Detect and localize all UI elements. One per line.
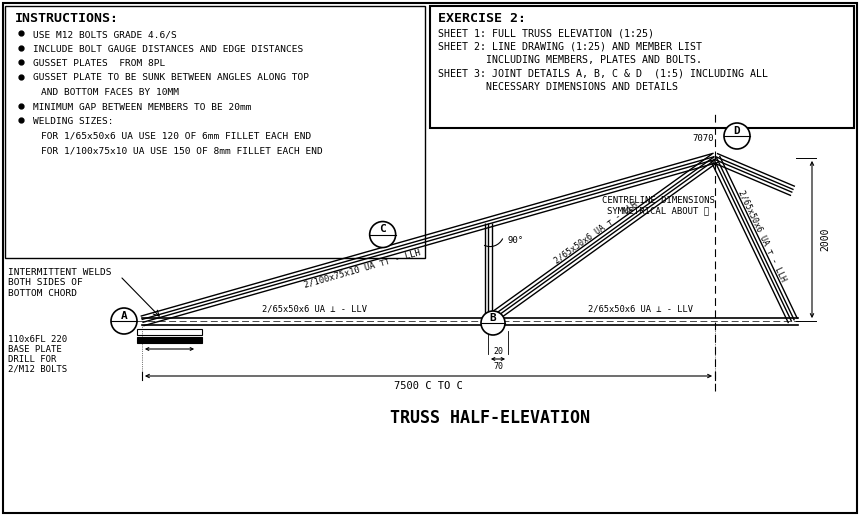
Circle shape <box>724 123 750 149</box>
Text: TRUSS HALF-ELEVATION: TRUSS HALF-ELEVATION <box>390 409 590 427</box>
Text: WELDING SIZES:: WELDING SIZES: <box>33 117 114 126</box>
Text: USE M12 BOLTS GRADE 4.6/S: USE M12 BOLTS GRADE 4.6/S <box>33 30 177 39</box>
Text: 20: 20 <box>493 347 503 356</box>
Text: 2/65x50x6 UA ⊤ - LLH: 2/65x50x6 UA ⊤ - LLH <box>553 199 640 265</box>
Text: 2/65x50x6 UA ⊥ - LLV: 2/65x50x6 UA ⊥ - LLV <box>262 304 367 313</box>
Circle shape <box>370 221 396 248</box>
Text: 90°: 90° <box>508 236 524 245</box>
Text: BASE PLATE: BASE PLATE <box>8 345 62 354</box>
Text: INCLUDE BOLT GAUGE DISTANCES AND EDGE DISTANCES: INCLUDE BOLT GAUGE DISTANCES AND EDGE DI… <box>33 44 304 54</box>
Circle shape <box>111 308 137 334</box>
Text: AND BOTTOM FACES BY 10MM: AND BOTTOM FACES BY 10MM <box>41 88 179 97</box>
Text: MINIMUM GAP BETWEEN MEMBERS TO BE 20mm: MINIMUM GAP BETWEEN MEMBERS TO BE 20mm <box>33 103 251 111</box>
Text: C: C <box>379 224 386 234</box>
Text: 55: 55 <box>163 337 175 346</box>
Bar <box>137 329 202 335</box>
Bar <box>5 6 425 258</box>
Text: SHEET 1: FULL TRUSS ELEVATION (1:25): SHEET 1: FULL TRUSS ELEVATION (1:25) <box>438 28 654 38</box>
Text: 2/100x75x10 UA ⊤⊤ - LLH: 2/100x75x10 UA ⊤⊤ - LLH <box>304 248 421 289</box>
Text: SHEET 2: LINE DRAWING (1:25) AND MEMBER LIST: SHEET 2: LINE DRAWING (1:25) AND MEMBER … <box>438 41 702 52</box>
Text: B: B <box>489 313 496 323</box>
Text: CENTRELINE DIMENSIONS
SYMMETRICAL ABOUT ℄: CENTRELINE DIMENSIONS SYMMETRICAL ABOUT … <box>601 196 715 216</box>
Text: INTERMITTENT WELDS
BOTH SIDES OF
BOTTOM CHORD: INTERMITTENT WELDS BOTH SIDES OF BOTTOM … <box>8 268 112 298</box>
Text: 2000: 2000 <box>820 228 830 251</box>
Bar <box>430 6 854 128</box>
Circle shape <box>481 311 505 335</box>
Text: EXERCISE 2:: EXERCISE 2: <box>438 12 526 25</box>
Text: SHEET 3: JOINT DETAILS A, B, C & D  (1:5) INCLUDING ALL: SHEET 3: JOINT DETAILS A, B, C & D (1:5)… <box>438 69 768 78</box>
Text: 2/M12 BOLTS: 2/M12 BOLTS <box>8 365 67 374</box>
Text: 7500 C TO C: 7500 C TO C <box>394 381 463 391</box>
Text: GUSSET PLATES  FROM 8PL: GUSSET PLATES FROM 8PL <box>33 59 165 68</box>
Text: GUSSET PLATE TO BE SUNK BETWEEN ANGLES ALONG TOP: GUSSET PLATE TO BE SUNK BETWEEN ANGLES A… <box>33 73 309 83</box>
Text: INSTRUCTIONS:: INSTRUCTIONS: <box>15 12 119 25</box>
Text: 70: 70 <box>493 362 503 371</box>
Text: FOR 1/65x50x6 UA USE 120 OF 6mm FILLET EACH END: FOR 1/65x50x6 UA USE 120 OF 6mm FILLET E… <box>41 132 311 140</box>
Text: A: A <box>120 311 127 321</box>
Text: D: D <box>734 126 740 136</box>
Text: 110x6FL 220: 110x6FL 220 <box>8 335 67 344</box>
Text: NECESSARY DIMENSIONS AND DETAILS: NECESSARY DIMENSIONS AND DETAILS <box>438 82 678 92</box>
Text: 2/65x50x6 UA ⊤ - LLH: 2/65x50x6 UA ⊤ - LLH <box>736 188 788 283</box>
Text: FOR 1/100x75x10 UA USE 150 OF 8mm FILLET EACH END: FOR 1/100x75x10 UA USE 150 OF 8mm FILLET… <box>41 146 322 155</box>
Bar <box>137 337 202 343</box>
Text: DRILL FOR: DRILL FOR <box>8 355 57 364</box>
Text: INCLUDING MEMBERS, PLATES AND BOLTS.: INCLUDING MEMBERS, PLATES AND BOLTS. <box>438 55 702 65</box>
Text: 2/65x50x6 UA ⊥ - LLV: 2/65x50x6 UA ⊥ - LLV <box>588 304 693 313</box>
Text: 7070: 7070 <box>692 134 714 143</box>
